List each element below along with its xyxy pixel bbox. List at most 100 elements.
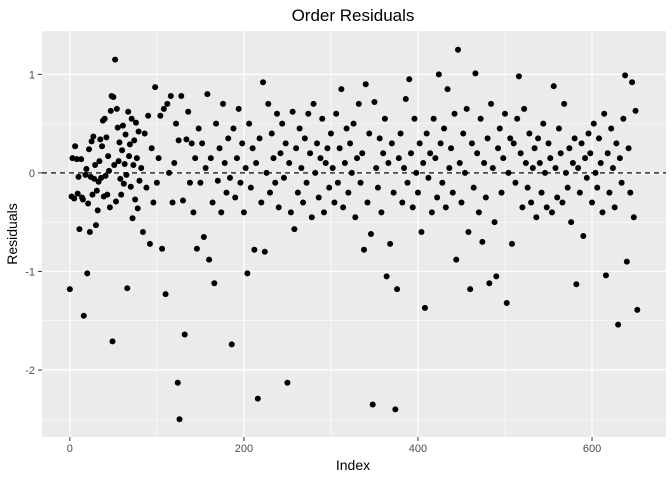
x-axis-ticks: 0 200 400 600 bbox=[67, 437, 601, 455]
data-point bbox=[204, 91, 211, 98]
data-point bbox=[216, 145, 223, 152]
data-point bbox=[571, 135, 578, 142]
data-point bbox=[110, 94, 117, 101]
data-point bbox=[394, 286, 401, 293]
data-point bbox=[371, 98, 378, 105]
data-point bbox=[136, 177, 143, 184]
data-point bbox=[99, 143, 106, 150]
data-point bbox=[461, 169, 468, 176]
data-point bbox=[181, 331, 188, 338]
data-point bbox=[604, 150, 611, 157]
data-point bbox=[233, 155, 240, 162]
data-point bbox=[211, 280, 218, 287]
data-point bbox=[489, 164, 496, 171]
data-point bbox=[225, 135, 232, 142]
data-point bbox=[359, 150, 366, 157]
data-point bbox=[559, 199, 566, 206]
data-point bbox=[79, 196, 86, 203]
data-point bbox=[542, 169, 549, 176]
data-point bbox=[334, 179, 341, 186]
data-point bbox=[453, 256, 460, 263]
data-point bbox=[634, 306, 641, 313]
data-point bbox=[623, 258, 630, 265]
data-point bbox=[449, 189, 456, 196]
data-point bbox=[383, 273, 390, 280]
data-point bbox=[463, 105, 470, 112]
data-point bbox=[289, 108, 296, 115]
data-point bbox=[213, 120, 220, 127]
data-point bbox=[376, 135, 383, 142]
data-point bbox=[72, 143, 79, 150]
data-point bbox=[117, 175, 124, 182]
data-point bbox=[188, 140, 195, 147]
data-point bbox=[319, 115, 326, 122]
data-point bbox=[116, 139, 123, 146]
data-point bbox=[183, 136, 190, 143]
data-point bbox=[135, 128, 142, 135]
data-point bbox=[402, 95, 409, 102]
data-point bbox=[340, 204, 347, 211]
data-point bbox=[221, 160, 228, 167]
data-point bbox=[350, 120, 357, 127]
data-point bbox=[75, 173, 82, 180]
data-point bbox=[505, 169, 512, 176]
data-point bbox=[484, 135, 491, 142]
data-point bbox=[501, 110, 508, 117]
data-point bbox=[540, 120, 547, 127]
data-point bbox=[479, 238, 486, 245]
data-point bbox=[503, 299, 510, 306]
data-point bbox=[333, 110, 340, 117]
data-point bbox=[362, 81, 369, 88]
data-point bbox=[268, 130, 275, 137]
data-point bbox=[618, 179, 625, 186]
data-point bbox=[369, 401, 376, 408]
data-point bbox=[524, 184, 531, 191]
data-point bbox=[152, 84, 159, 91]
data-point bbox=[486, 280, 493, 287]
data-point bbox=[430, 115, 437, 122]
data-point bbox=[155, 155, 162, 162]
data-point bbox=[599, 209, 606, 216]
data-point bbox=[331, 199, 338, 206]
data-point bbox=[246, 120, 253, 127]
data-point bbox=[160, 105, 167, 112]
data-point bbox=[390, 189, 397, 196]
data-point bbox=[632, 107, 639, 114]
data-point bbox=[202, 164, 209, 171]
data-points bbox=[66, 46, 641, 423]
data-point bbox=[409, 204, 416, 211]
data-point bbox=[315, 194, 322, 201]
data-point bbox=[113, 105, 120, 112]
data-point bbox=[253, 160, 260, 167]
data-point bbox=[71, 195, 78, 202]
data-point bbox=[357, 179, 364, 186]
data-point bbox=[103, 134, 110, 141]
data-point bbox=[352, 214, 359, 221]
data-point bbox=[380, 150, 387, 157]
data-point bbox=[460, 130, 467, 137]
data-point bbox=[167, 93, 174, 100]
data-point bbox=[373, 164, 380, 171]
data-point bbox=[141, 130, 148, 137]
data-point bbox=[458, 199, 465, 206]
data-point bbox=[93, 187, 100, 194]
data-point bbox=[126, 153, 133, 160]
data-point bbox=[115, 158, 122, 165]
data-point bbox=[175, 137, 182, 144]
y-tick-label: -2 bbox=[25, 365, 35, 377]
data-point bbox=[123, 171, 130, 178]
data-point bbox=[134, 205, 141, 212]
data-point bbox=[307, 150, 314, 157]
x-tick-label: 400 bbox=[409, 443, 427, 455]
data-point bbox=[298, 164, 305, 171]
data-point bbox=[625, 145, 632, 152]
data-point bbox=[475, 209, 482, 216]
data-point bbox=[121, 161, 128, 168]
data-point bbox=[627, 189, 634, 196]
data-point bbox=[543, 204, 550, 211]
data-point bbox=[206, 256, 213, 263]
data-point bbox=[218, 209, 225, 216]
data-point bbox=[267, 189, 274, 196]
data-point bbox=[120, 180, 127, 187]
data-point bbox=[122, 131, 129, 138]
